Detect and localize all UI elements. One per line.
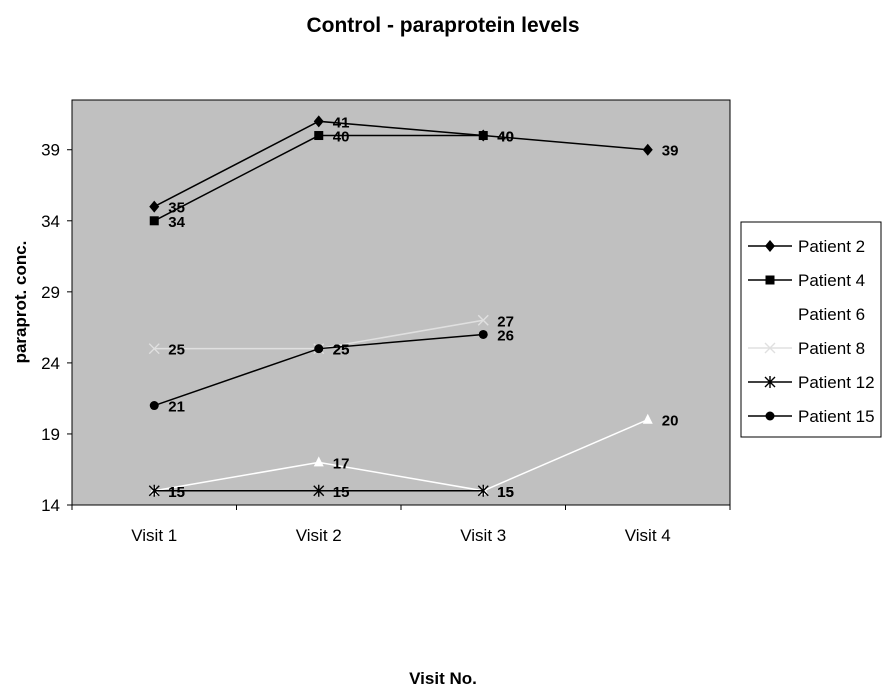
data-point bbox=[477, 314, 489, 326]
data-label: 25 bbox=[168, 342, 185, 359]
data-point bbox=[148, 484, 160, 497]
data-point bbox=[477, 484, 489, 497]
data-label: 41 bbox=[333, 114, 350, 131]
data-point bbox=[478, 131, 488, 141]
data-point bbox=[478, 329, 488, 339]
data-point bbox=[642, 413, 653, 424]
x-axis: Visit 1 Visit 2 Visit 3 Visit 4 bbox=[71, 505, 731, 545]
y-tick-label: 39 bbox=[41, 141, 60, 160]
legend-box bbox=[740, 221, 882, 438]
legend-item: Patient 2 bbox=[748, 237, 865, 256]
legend-marker bbox=[765, 411, 775, 421]
data-point bbox=[314, 131, 324, 141]
y-tick-label: 29 bbox=[41, 283, 60, 302]
legend-marker bbox=[765, 308, 775, 318]
data-label: 40 bbox=[333, 129, 350, 146]
legend-marker bbox=[764, 342, 776, 354]
data-label: 40 bbox=[497, 129, 514, 146]
data-label: 21 bbox=[168, 399, 185, 416]
legend-marker bbox=[765, 275, 775, 285]
legend-label: Patient 6 bbox=[798, 305, 865, 324]
data-label: 34 bbox=[168, 214, 185, 231]
x-tick-label: Visit 3 bbox=[460, 526, 506, 545]
data-point bbox=[149, 200, 160, 213]
data-label: 15 bbox=[497, 484, 514, 501]
data-label: 26 bbox=[497, 327, 514, 344]
data-label: 25 bbox=[333, 342, 350, 359]
legend-label: Patient 15 bbox=[798, 407, 875, 426]
legend-label: Patient 2 bbox=[798, 237, 865, 256]
legend: Patient 2 Patient 4 Patient 6 Patient 8 Pati… bbox=[740, 221, 882, 438]
data-point bbox=[148, 343, 160, 355]
y-tick-label: 24 bbox=[41, 354, 60, 373]
legend-item: Patient 12 bbox=[748, 373, 875, 392]
legend-marker bbox=[764, 376, 776, 388]
data-label: 20 bbox=[662, 413, 679, 430]
data-point bbox=[149, 216, 159, 226]
data-label: 15 bbox=[497, 484, 514, 501]
series-patient-4: 34 40 40 bbox=[149, 129, 514, 231]
data-label: 40 bbox=[497, 129, 514, 146]
data-label: 15 bbox=[333, 484, 350, 501]
data-point bbox=[642, 143, 653, 156]
x-tick-label: Visit 4 bbox=[625, 526, 671, 545]
data-point bbox=[313, 456, 324, 467]
data-point bbox=[313, 484, 325, 497]
series-patient-15: 21 25 26 bbox=[149, 327, 514, 416]
y-tick-label: 34 bbox=[41, 212, 60, 231]
y-axis: 14 19 24 29 34 39 bbox=[41, 141, 72, 515]
data-label: 27 bbox=[497, 313, 514, 330]
data-label: 35 bbox=[168, 200, 185, 217]
series-patient-12: 15 15 15 bbox=[148, 484, 514, 501]
data-label: 17 bbox=[333, 455, 350, 472]
data-label: 39 bbox=[662, 143, 679, 160]
y-tick-label: 19 bbox=[41, 425, 60, 444]
legend-item: Patient 6 bbox=[748, 305, 865, 324]
x-axis-title: Visit No. bbox=[409, 669, 477, 688]
y-axis-title: paraprot. conc. bbox=[11, 241, 30, 364]
legend-marker bbox=[765, 240, 775, 252]
series-line bbox=[153, 120, 648, 208]
data-label: 15 bbox=[168, 484, 185, 501]
series-line bbox=[154, 419, 649, 492]
legend-item: Patient 4 bbox=[748, 271, 865, 290]
legend-item: Patient 8 bbox=[748, 339, 865, 358]
legend-item: Patient 15 bbox=[748, 407, 875, 426]
chart-title: Control - paraprotein levels bbox=[306, 14, 579, 37]
data-point bbox=[313, 115, 324, 128]
x-tick-label: Visit 2 bbox=[296, 526, 342, 545]
data-label: 15 bbox=[168, 484, 185, 501]
x-tick-label: Visit 1 bbox=[131, 526, 177, 545]
legend-label: Patient 8 bbox=[798, 339, 865, 358]
legend-label: Patient 12 bbox=[798, 373, 875, 392]
data-point bbox=[314, 344, 324, 354]
y-tick-label: 14 bbox=[41, 496, 60, 515]
data-point bbox=[149, 401, 159, 411]
legend-label: Patient 4 bbox=[798, 271, 865, 290]
plot-area bbox=[71, 99, 731, 506]
